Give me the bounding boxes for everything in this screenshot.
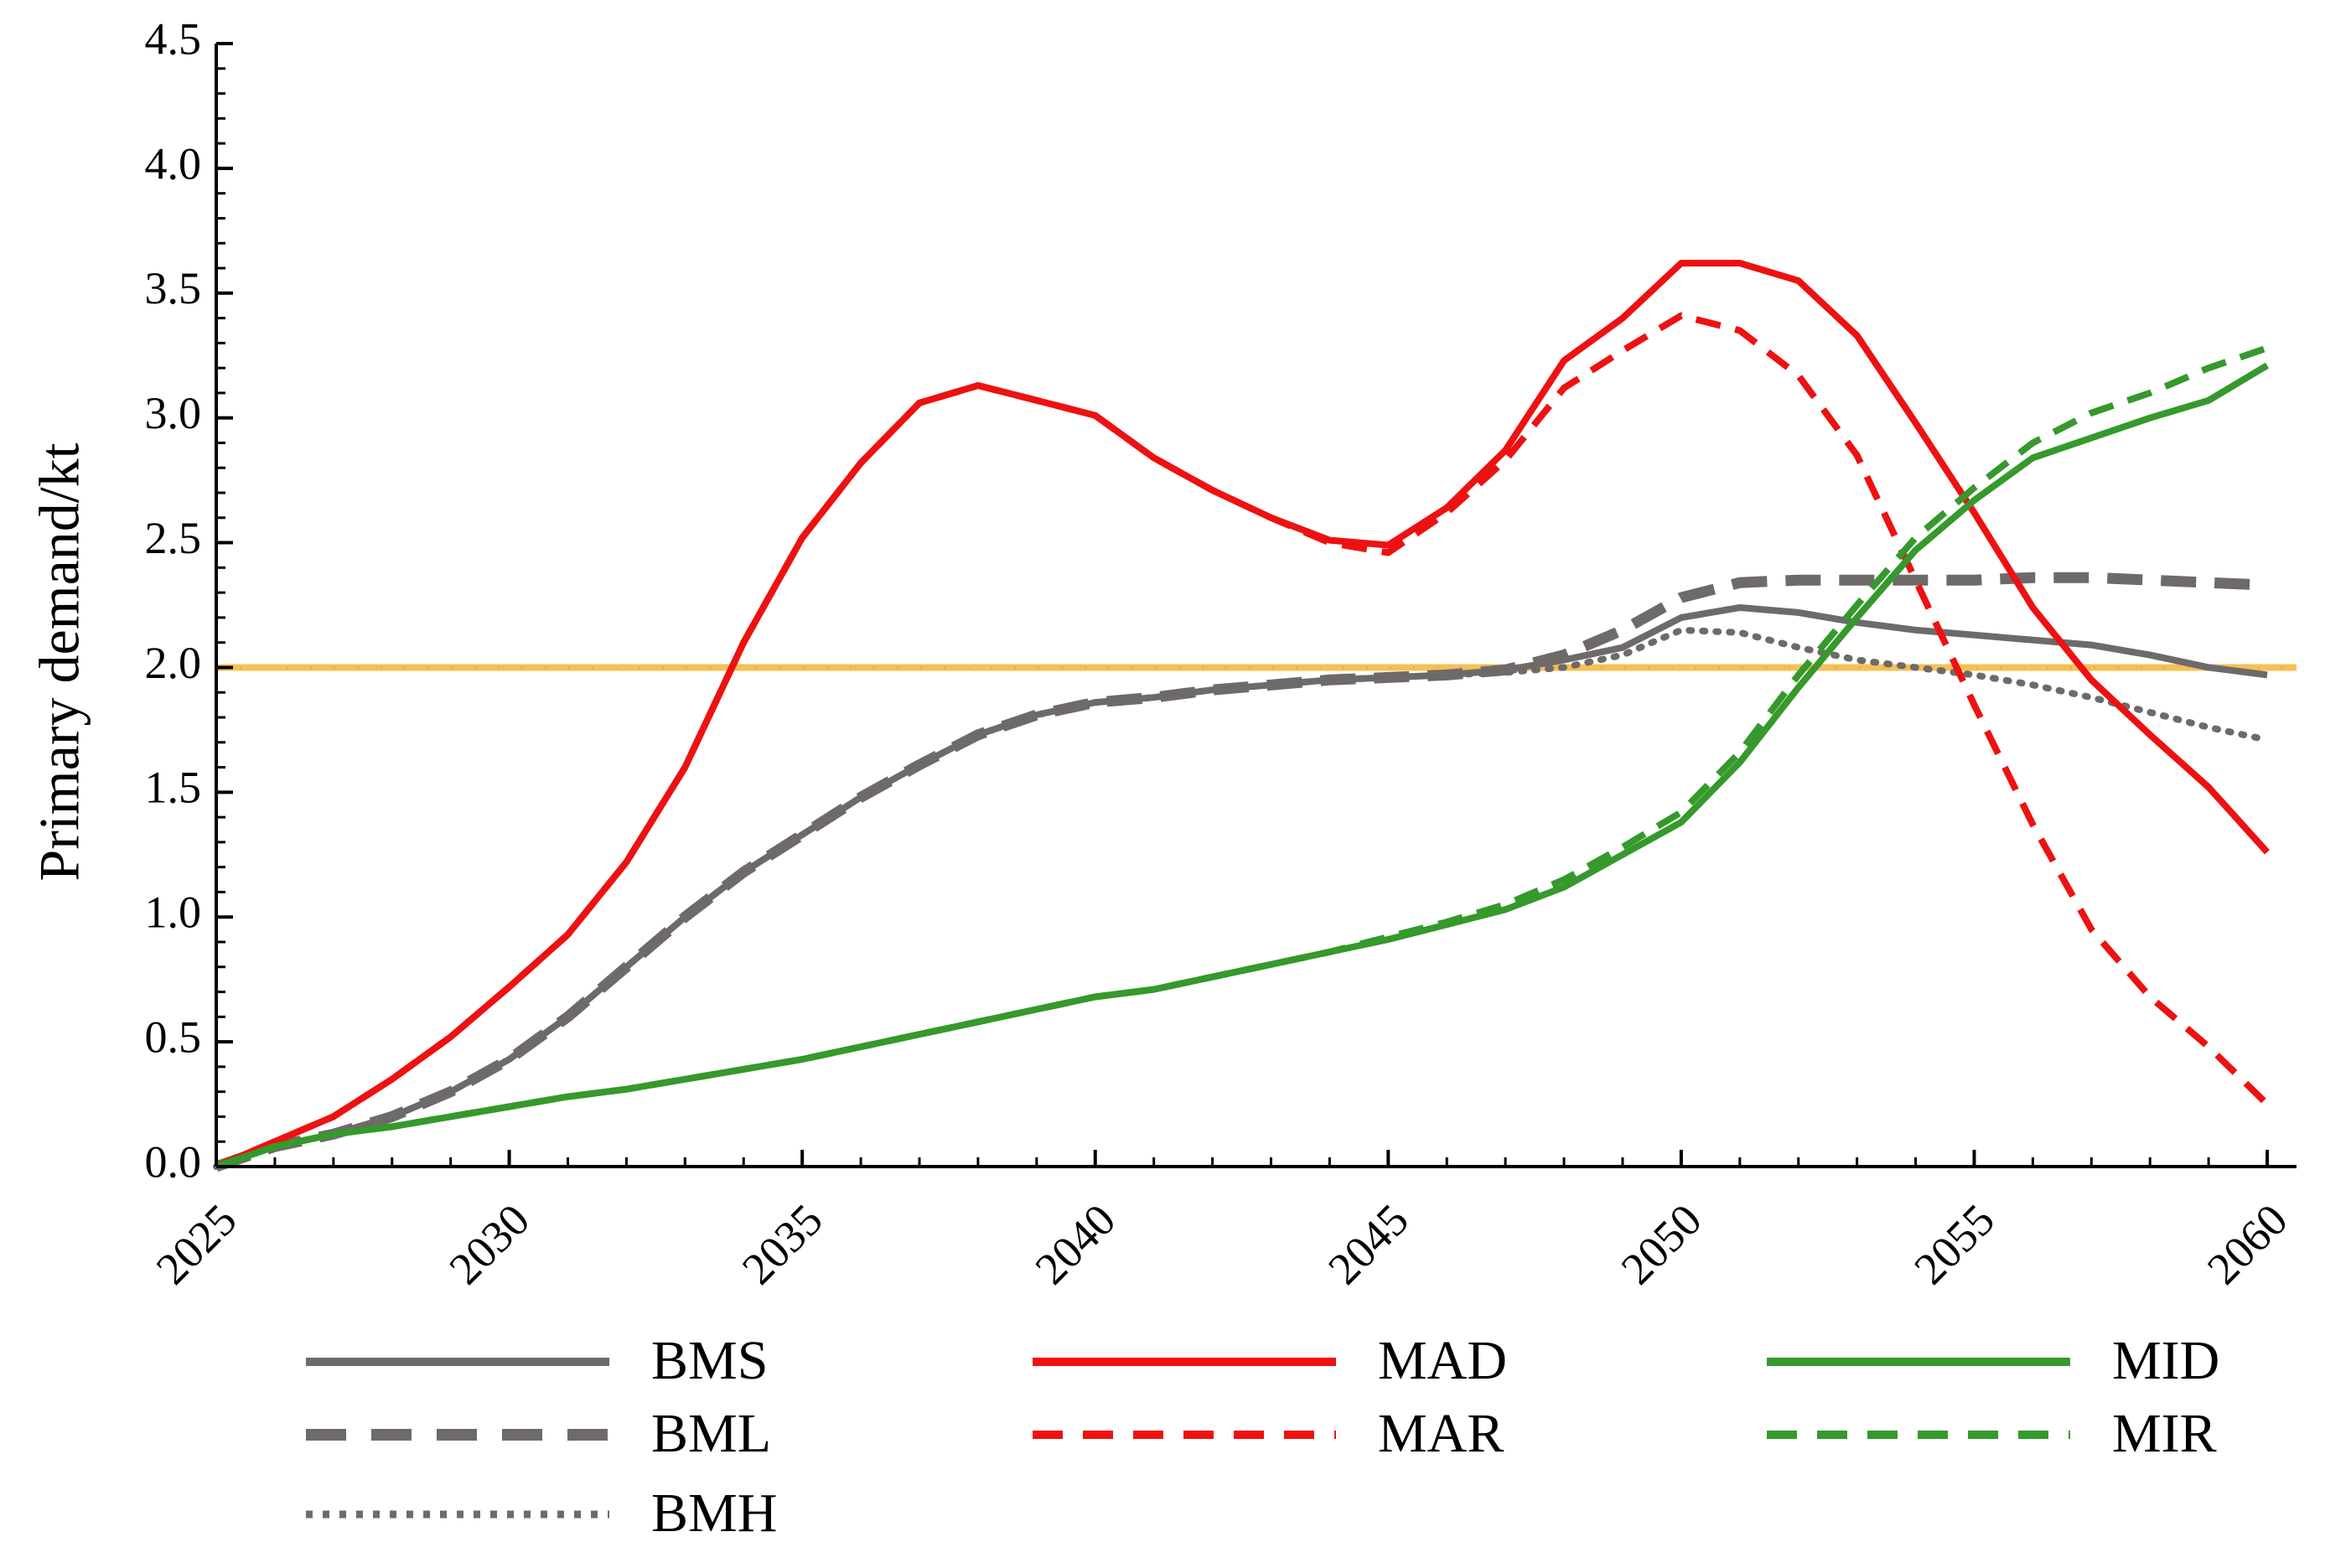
y-tick-label: 3.5 <box>145 263 202 313</box>
y-tick-label: 0.5 <box>145 1012 202 1063</box>
y-tick-label: 4.0 <box>145 138 202 189</box>
legend-label-mad: MAD <box>1378 1330 1507 1391</box>
y-tick-label: 1.5 <box>145 763 202 813</box>
legend-label-mir: MIR <box>2112 1403 2217 1464</box>
x-tick-label: 2030 <box>439 1194 539 1294</box>
y-tick-label: 1.0 <box>145 887 202 938</box>
series-line-mad <box>215 260 2270 1170</box>
x-tick-label: 2055 <box>1904 1194 2004 1294</box>
y-axis-label: Primary demand/kt <box>28 442 91 881</box>
axes-layer: 0.0 0.5 1.0 1.5 2.0 2.5 3.0 3.5 4.0 4.5 2025 2030 20… <box>145 13 2297 1294</box>
series-line-bmh <box>213 626 2271 1170</box>
x-tick-label: 2045 <box>1318 1194 1418 1294</box>
y-tick-label: 2.0 <box>145 638 202 688</box>
series-layer <box>213 260 2271 1172</box>
x-tick-label: 2040 <box>1026 1194 1126 1294</box>
x-tick-label: 2035 <box>733 1194 832 1294</box>
legend-label-mar: MAR <box>1378 1403 1504 1464</box>
y-tick-label: 0.0 <box>145 1136 202 1187</box>
y-tick-label: 4.5 <box>145 13 202 64</box>
x-tick-label: 2060 <box>2198 1194 2297 1294</box>
y-tick-label: 2.5 <box>145 513 202 563</box>
legend-label-mid: MID <box>2112 1330 2219 1391</box>
legend-label-bmh: BMH <box>651 1483 777 1544</box>
legend-label-bml: BML <box>651 1403 771 1464</box>
y-tick-label: 3.0 <box>145 388 202 438</box>
legend: BMS BML BMH MAD MAR MID MIR <box>306 1330 2219 1544</box>
series-line-mar <box>215 312 2270 1170</box>
series-line-mid <box>215 362 2270 1170</box>
x-tick-label: 2025 <box>147 1194 246 1294</box>
legend-label-bms: BMS <box>651 1330 768 1391</box>
x-tick-label: 2050 <box>1612 1194 1711 1294</box>
